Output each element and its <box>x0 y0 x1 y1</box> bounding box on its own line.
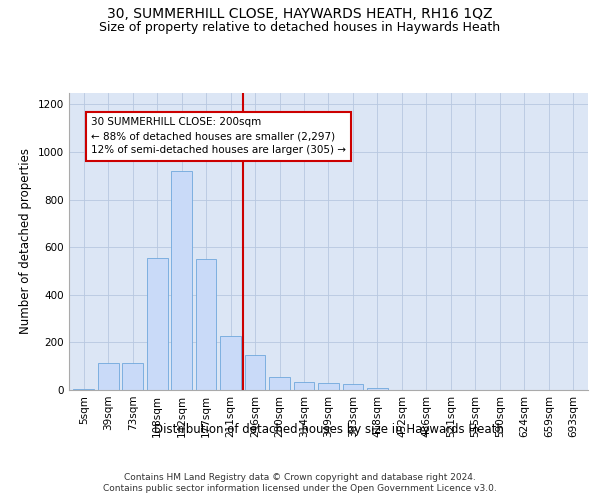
Bar <box>343 384 364 390</box>
Bar <box>171 171 192 390</box>
Text: Distribution of detached houses by size in Haywards Heath: Distribution of detached houses by size … <box>154 422 504 436</box>
Bar <box>122 362 143 390</box>
Bar <box>73 389 94 390</box>
Bar <box>147 258 167 390</box>
Bar <box>367 388 388 390</box>
Text: Size of property relative to detached houses in Haywards Heath: Size of property relative to detached ho… <box>100 21 500 34</box>
Bar <box>293 382 314 390</box>
Y-axis label: Number of detached properties: Number of detached properties <box>19 148 32 334</box>
Text: Contains public sector information licensed under the Open Government Licence v3: Contains public sector information licen… <box>103 484 497 493</box>
Text: 30 SUMMERHILL CLOSE: 200sqm
← 88% of detached houses are smaller (2,297)
12% of : 30 SUMMERHILL CLOSE: 200sqm ← 88% of det… <box>91 118 346 156</box>
Bar <box>269 377 290 390</box>
Bar <box>220 336 241 390</box>
Bar <box>98 362 119 390</box>
Bar <box>318 383 339 390</box>
Text: Contains HM Land Registry data © Crown copyright and database right 2024.: Contains HM Land Registry data © Crown c… <box>124 472 476 482</box>
Text: 30, SUMMERHILL CLOSE, HAYWARDS HEATH, RH16 1QZ: 30, SUMMERHILL CLOSE, HAYWARDS HEATH, RH… <box>107 8 493 22</box>
Bar <box>245 356 265 390</box>
Bar <box>196 259 217 390</box>
